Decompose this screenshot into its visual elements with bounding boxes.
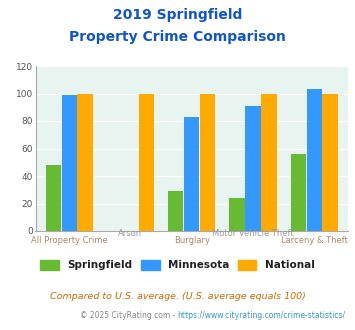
Text: Motor Vehicle Theft: Motor Vehicle Theft xyxy=(212,229,294,238)
Bar xyxy=(291,154,306,231)
Bar xyxy=(45,165,61,231)
Bar xyxy=(307,89,322,231)
Text: 2019 Springfield: 2019 Springfield xyxy=(113,8,242,22)
Text: Property Crime Comparison: Property Crime Comparison xyxy=(69,30,286,44)
Bar xyxy=(168,191,184,231)
Bar xyxy=(139,93,154,231)
Text: Burglary: Burglary xyxy=(174,236,210,245)
Bar xyxy=(200,93,215,231)
Text: Compared to U.S. average. (U.S. average equals 100): Compared to U.S. average. (U.S. average … xyxy=(50,292,305,301)
Text: Arson: Arson xyxy=(118,229,142,238)
Bar xyxy=(61,95,77,231)
Bar xyxy=(184,117,200,231)
Bar xyxy=(261,93,277,231)
Bar xyxy=(245,106,261,231)
Legend: Springfield, Minnesota, National: Springfield, Minnesota, National xyxy=(40,260,315,270)
Bar xyxy=(322,93,338,231)
Text: Larceny & Theft: Larceny & Theft xyxy=(281,236,348,245)
Text: https://www.cityrating.com/crime-statistics/: https://www.cityrating.com/crime-statist… xyxy=(178,311,346,320)
Text: All Property Crime: All Property Crime xyxy=(31,236,108,245)
Bar xyxy=(77,93,93,231)
Bar xyxy=(229,198,245,231)
Text: © 2025 CityRating.com -: © 2025 CityRating.com - xyxy=(80,311,178,320)
